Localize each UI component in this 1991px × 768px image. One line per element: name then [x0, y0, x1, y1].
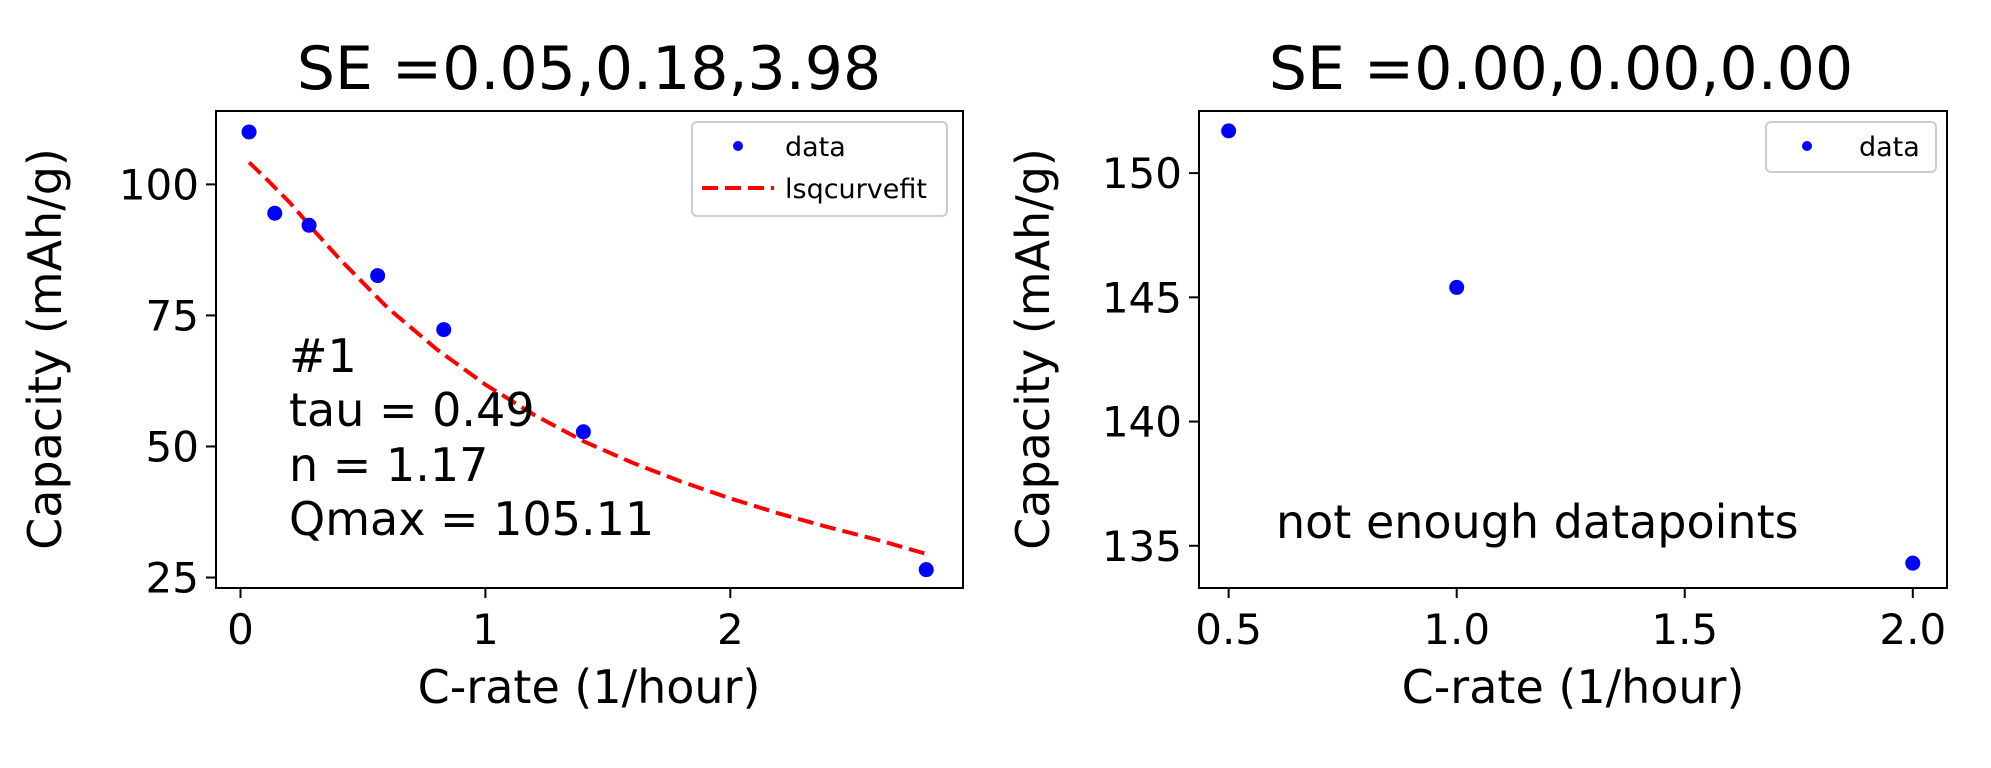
right-x-tick-label: 1.0 [1423, 605, 1490, 654]
right-x-axis-label: C-rate (1/hour) [1402, 660, 1745, 714]
left-x-axis: 0 1 2 [227, 588, 744, 654]
left-annotation-line: Qmax = 105.11 [289, 492, 654, 546]
data-point [1449, 279, 1465, 295]
right-x-tick-label: 0.5 [1195, 605, 1262, 654]
right-y-tick-label: 140 [1102, 398, 1182, 447]
left-annotation-line: n = 1.17 [289, 438, 488, 492]
legend-marker-data [1802, 141, 1812, 151]
right-chart-title: SE =0.00,0.00,0.00 [1269, 34, 1853, 104]
right-chart-panel: SE =0.00,0.00,0.00 0.5 1.0 1.5 2.0 135 140 14… [1006, 34, 1948, 714]
data-point [1221, 123, 1237, 139]
left-annotation-line: tau = 0.49 [289, 383, 535, 437]
left-y-axis: 25 50 75 100 [119, 160, 216, 603]
right-y-axis: 135 140 145 150 [1102, 149, 1199, 571]
right-y-axis-label: Capacity (mAh/g) [1006, 148, 1060, 550]
right-x-tick-label: 1.5 [1651, 605, 1718, 654]
right-plot-frame [1198, 110, 1948, 589]
left-x-axis-label: C-rate (1/hour) [418, 660, 761, 714]
left-chart-marks [241, 124, 934, 578]
left-chart-title: SE =0.05,0.18,3.98 [297, 34, 881, 104]
left-x-tick-label: 0 [227, 605, 254, 654]
left-y-tick-label: 50 [146, 422, 199, 471]
left-annotation-line: #1 [289, 329, 357, 383]
left-y-tick-label: 75 [146, 291, 199, 340]
data-point [575, 424, 591, 440]
left-y-tick-label: 25 [146, 554, 199, 603]
left-chart-panel: SE =0.05,0.18,3.98 0 1 2 25 50 75 100 C-rate … [18, 34, 964, 714]
right-x-axis: 0.5 1.0 1.5 2.0 [1195, 588, 1946, 654]
left-plot-frame [215, 110, 964, 589]
right-y-tick-label: 145 [1102, 273, 1182, 322]
legend-marker-data [733, 141, 743, 151]
left-x-tick-label: 2 [717, 605, 744, 654]
right-y-tick-label: 150 [1102, 149, 1182, 198]
left-annotation: #1 tau = 0.49 n = 1.17 Qmax = 105.11 [289, 329, 654, 546]
data-point [301, 217, 317, 233]
data-point [267, 205, 283, 221]
left-y-axis-label: Capacity (mAh/g) [18, 148, 72, 550]
right-chart-marks [1221, 123, 1921, 571]
data-point [241, 124, 257, 140]
right-legend-box [1765, 121, 1937, 173]
data-point [1905, 555, 1921, 571]
right-x-tick-label: 2.0 [1879, 605, 1946, 654]
data-point [436, 322, 452, 338]
legend-label-lsqcurvefit: lsqcurvefit [785, 174, 927, 205]
left-y-tick-label: 100 [119, 160, 199, 209]
right-annotation: not enough datapoints [1276, 495, 1799, 549]
data-point [918, 562, 934, 578]
left-legend: data lsqcurvefit [691, 121, 948, 217]
data-point [370, 268, 386, 284]
left-x-tick-label: 1 [472, 605, 499, 654]
right-y-tick-label: 135 [1102, 522, 1182, 571]
right-legend: data [1765, 121, 1937, 173]
left-legend-box [691, 121, 948, 217]
legend-label-data: data [1859, 132, 1920, 163]
legend-label-data: data [785, 132, 846, 163]
